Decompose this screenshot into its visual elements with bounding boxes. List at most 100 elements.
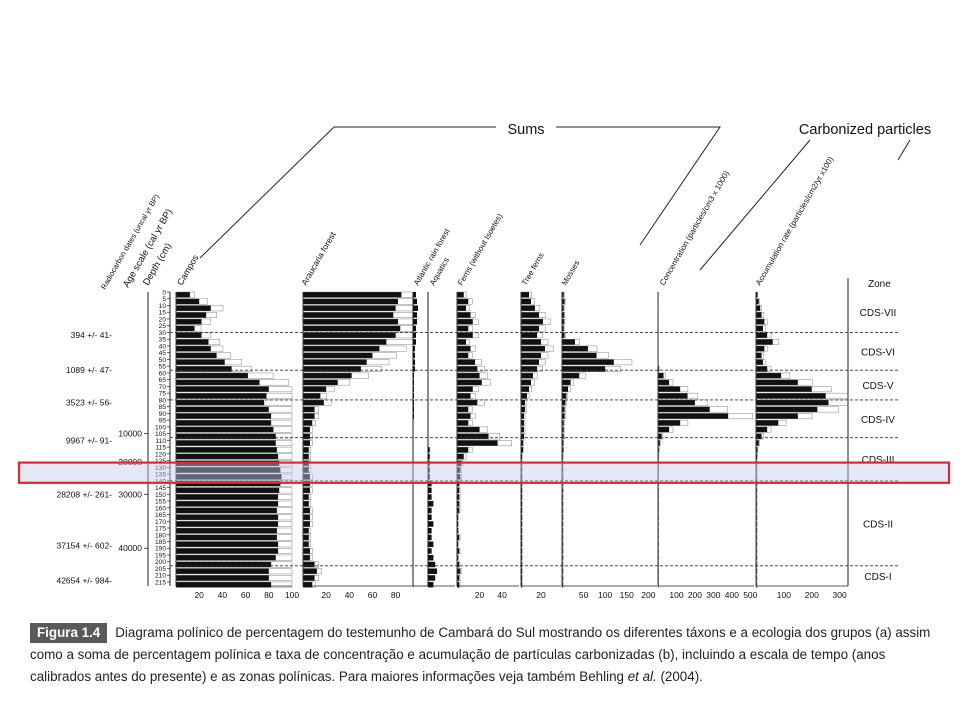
depth-tick-label: 25 bbox=[159, 323, 167, 330]
bar-outline-ferns bbox=[456, 527, 459, 534]
bar-outline-araucaria bbox=[302, 467, 312, 474]
bar-outline-ferns bbox=[456, 534, 461, 541]
bar-outline-accumulation bbox=[755, 426, 772, 433]
bar-treeferns bbox=[521, 292, 529, 298]
bar-treeferns bbox=[521, 554, 522, 561]
bar-outline-mosses bbox=[561, 500, 564, 507]
bar-outline-campos bbox=[175, 318, 211, 325]
bar-treeferns bbox=[521, 420, 524, 426]
bar-mosses bbox=[562, 528, 563, 534]
bar-aquatics bbox=[428, 312, 429, 318]
radiocarbon-date-label: 3523 +/- 56- bbox=[66, 398, 112, 408]
bar-outline-campos bbox=[175, 446, 293, 453]
bar-accumulation bbox=[756, 507, 757, 514]
bar-outline-araucaria bbox=[302, 345, 407, 352]
bar-mosses bbox=[562, 433, 564, 440]
bar-outline-campos bbox=[175, 581, 293, 588]
bar-mosses bbox=[562, 514, 563, 521]
bar-outline-concentration bbox=[657, 453, 660, 460]
bar-outline-mosses bbox=[561, 541, 564, 548]
bar-outline-campos bbox=[175, 440, 293, 447]
bar-outline-araucaria bbox=[302, 379, 351, 386]
bar-concentration bbox=[658, 399, 695, 406]
sums-bracket-left bbox=[199, 126, 496, 259]
bar-concentration bbox=[658, 420, 681, 426]
bar-outline-campos bbox=[175, 359, 242, 366]
bar-araucaria bbox=[303, 292, 402, 298]
bar-outline-araucaria bbox=[302, 527, 312, 534]
bar-atlantic bbox=[413, 541, 414, 547]
bar-aquatics bbox=[428, 426, 429, 433]
bar-mosses bbox=[562, 561, 563, 568]
bar-mosses bbox=[562, 379, 571, 386]
bar-outline-ferns bbox=[456, 406, 473, 413]
bar-araucaria bbox=[303, 312, 394, 318]
bar-concentration bbox=[658, 554, 659, 561]
bar-campos bbox=[176, 426, 274, 433]
bar-ferns bbox=[457, 366, 478, 372]
bar-mosses bbox=[562, 312, 565, 318]
bar-araucaria bbox=[303, 298, 398, 305]
caption-text: Diagrama polínico de percentagem do test… bbox=[30, 625, 931, 684]
bar-outline-araucaria bbox=[302, 453, 312, 460]
bar-accumulation bbox=[756, 420, 779, 426]
bar-mosses bbox=[562, 413, 565, 419]
bar-mosses bbox=[562, 581, 563, 588]
bar-outline-concentration bbox=[657, 521, 659, 527]
depth-tick-label: 210 bbox=[155, 573, 166, 580]
bar-campos bbox=[176, 318, 202, 325]
bar-mosses bbox=[562, 426, 564, 433]
bar-outline-treeferns bbox=[520, 514, 523, 521]
bar-ferns bbox=[457, 581, 460, 588]
bar-outline-treeferns bbox=[520, 305, 541, 312]
bar-concentration bbox=[658, 292, 659, 298]
carbonized-particles-label: Carbonized particles bbox=[799, 122, 931, 138]
depth-tick-label: 10 bbox=[159, 303, 167, 310]
bar-mosses bbox=[562, 339, 575, 345]
bar-outline-mosses bbox=[561, 318, 566, 325]
bar-accumulation bbox=[756, 514, 757, 521]
bar-ferns bbox=[457, 420, 469, 426]
bar-mosses bbox=[562, 474, 563, 480]
bar-outline-concentration bbox=[657, 365, 660, 372]
bar-mosses bbox=[562, 372, 580, 379]
bar-outline-campos bbox=[175, 467, 293, 474]
bar-outline-araucaria bbox=[302, 392, 327, 399]
depth-tick-label: 45 bbox=[159, 350, 167, 357]
bar-outline-accumulation bbox=[755, 575, 758, 581]
bar-outline-ferns bbox=[456, 386, 479, 393]
bar-outline-ferns bbox=[456, 413, 476, 420]
caption-italic: et al. bbox=[627, 669, 657, 684]
bar-outline-accumulation bbox=[755, 473, 758, 480]
bar-mosses bbox=[562, 318, 565, 325]
bar-outline-accumulation bbox=[755, 527, 758, 534]
pollen-diagram: Sums Carbonized particles Radiocarbon dat… bbox=[17, 122, 951, 600]
bar-concentration bbox=[658, 501, 659, 507]
bar-outline-araucaria bbox=[302, 446, 312, 453]
bar-outline-concentration bbox=[657, 446, 660, 453]
bar-atlantic bbox=[413, 352, 415, 359]
bar-campos bbox=[176, 312, 207, 318]
bar-campos bbox=[176, 399, 265, 406]
bar-outline-mosses bbox=[561, 527, 564, 534]
bar-outline-ferns bbox=[456, 312, 476, 318]
bar-ferns bbox=[457, 541, 459, 547]
bar-outline-treeferns bbox=[520, 561, 523, 568]
bar-outline-treeferns bbox=[520, 325, 546, 332]
bar-outline-araucaria bbox=[302, 575, 319, 581]
bar-ferns bbox=[457, 359, 476, 365]
bar-araucaria bbox=[303, 332, 396, 338]
bar-outline-concentration bbox=[657, 467, 659, 474]
bar-outline-accumulation bbox=[755, 345, 768, 352]
bar-outline-ferns bbox=[456, 521, 459, 527]
bar-concentration bbox=[658, 541, 659, 547]
bar-accumulation bbox=[756, 345, 765, 352]
bar-outline-campos bbox=[175, 453, 293, 460]
bar-accumulation bbox=[756, 467, 757, 473]
bar-outline-treeferns bbox=[520, 399, 527, 406]
bar-mosses bbox=[562, 541, 563, 547]
bar-atlantic bbox=[413, 548, 414, 554]
bar-campos bbox=[176, 568, 269, 574]
bar-treeferns bbox=[521, 453, 522, 460]
bar-outline-accumulation bbox=[755, 365, 772, 372]
